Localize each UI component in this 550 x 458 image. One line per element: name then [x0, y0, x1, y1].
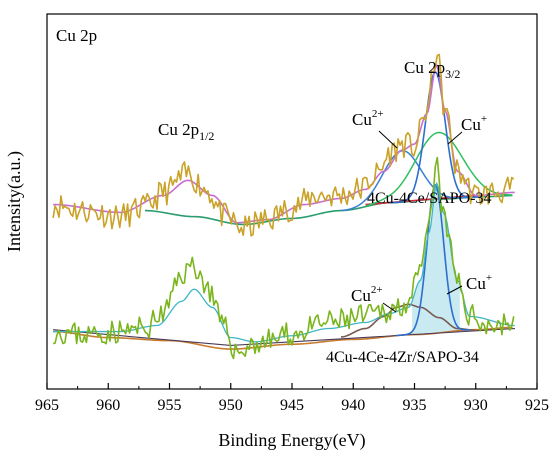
cu-2p12-label: Cu 2p1/2 [158, 120, 214, 143]
top-background-line [365, 194, 476, 206]
x-tick-label: 955 [158, 397, 182, 414]
panel-label: Cu 2p [56, 26, 97, 45]
cu2plus-label-bottom: Cu2+ [351, 284, 383, 305]
annotation-pointer [382, 302, 397, 313]
cu2plus-label-top: Cu2+ [352, 108, 384, 129]
annotation-pointer [447, 131, 463, 145]
cu-2p32-label: Cu 2p3/2 [404, 58, 460, 81]
x-tick-label: 925 [525, 397, 549, 414]
x-tick-label: 935 [403, 397, 427, 414]
y-axis-label: Intensity(a.u.) [4, 151, 25, 252]
x-tick-label: 950 [219, 397, 243, 414]
bottom-peak-fill [412, 183, 460, 335]
plot-area [52, 53, 515, 360]
top-envelope [53, 63, 515, 224]
annotation-pointer [378, 130, 398, 149]
x-tick-label: 965 [35, 397, 59, 414]
x-tick-label: 930 [464, 397, 488, 414]
series-label-top: 4Cu-4Ce/SAPO-34 [367, 190, 491, 207]
top-baseline [144, 194, 513, 226]
bottom-raw-spectrum [52, 156, 515, 360]
annotation-pointer [446, 285, 463, 295]
top-cuplus-component [365, 131, 513, 207]
top-cu2p32-component [389, 71, 482, 204]
top-raw-spectrum [52, 53, 515, 237]
top-cu2plus-component [340, 149, 476, 212]
x-tick-label: 940 [341, 397, 365, 414]
annotation-pointers [378, 130, 463, 313]
cuplus-label-bottom: Cu+ [466, 272, 492, 293]
series-label-bottom: 4Cu-4Ce-4Zr/SAPO-34 [326, 349, 479, 366]
x-tick-label: 945 [280, 397, 304, 414]
cuplus-label-top: Cu+ [461, 113, 487, 134]
x-axis-ticks: 965 960 955 950 945 940 935 930 925 [35, 383, 549, 414]
x-axis-label: Binding Energy(eV) [218, 430, 365, 451]
x-tick-label: 960 [96, 397, 120, 414]
